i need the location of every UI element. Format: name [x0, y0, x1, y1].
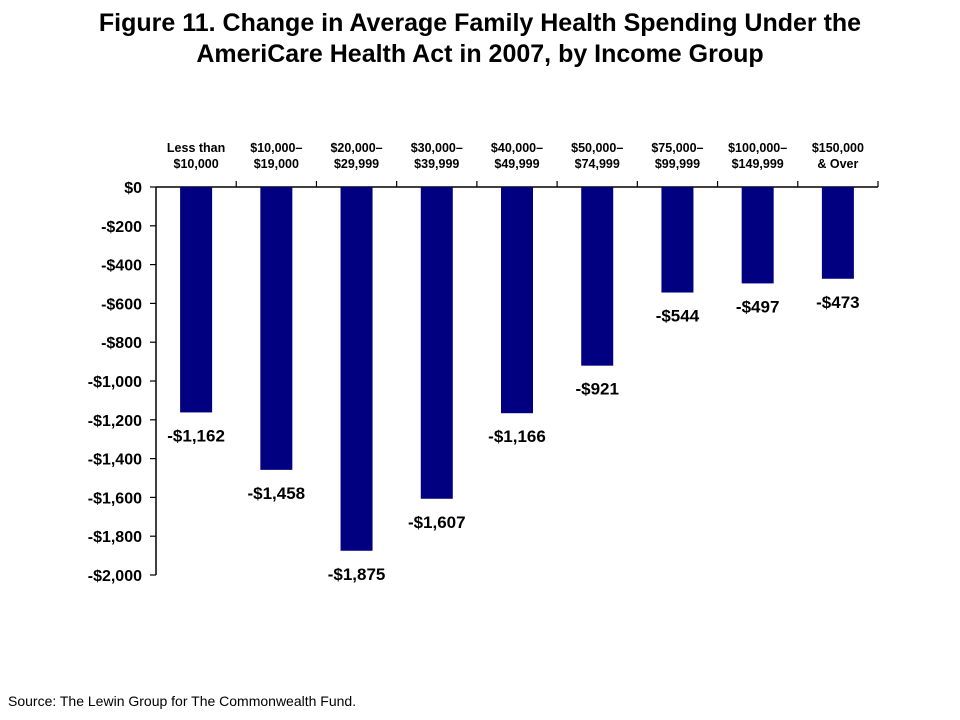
bar [260, 187, 293, 470]
category-label: Less than $10,000 [167, 141, 225, 171]
category-label: $150,000 & Over [812, 141, 864, 171]
data-label: -$497 [736, 297, 779, 316]
bar [821, 187, 854, 279]
y-tick-label: -$1,400 [88, 452, 142, 469]
category-label: $30,000– $39,999 [411, 141, 463, 171]
data-label: -$473 [816, 293, 859, 312]
data-label: -$1,875 [328, 565, 386, 584]
data-label: -$544 [656, 307, 700, 326]
data-label: -$1,166 [488, 427, 546, 446]
category-label: $100,000– $149,999 [728, 141, 787, 171]
bar [501, 187, 533, 414]
y-tick-label: -$800 [101, 335, 142, 352]
bar [581, 187, 614, 366]
category-label: $40,000– $49,999 [491, 141, 543, 171]
data-label: -$1,607 [408, 513, 466, 532]
y-tick-label: -$1,200 [88, 413, 142, 430]
category-label: $50,000– $74,999 [571, 141, 623, 171]
y-tick-label: $0 [124, 180, 142, 197]
source-note: Source: The Lewin Group for The Commonwe… [8, 693, 357, 709]
data-label: -$1,162 [167, 426, 225, 445]
data-label: -$921 [575, 380, 618, 399]
data-label: -$1,458 [247, 484, 305, 503]
bar [180, 187, 213, 413]
y-tick-label: -$2,000 [88, 568, 142, 585]
bar [741, 187, 774, 284]
y-tick-label: -$200 [101, 219, 142, 236]
bar [340, 187, 373, 551]
y-tick-label: -$1,600 [88, 490, 142, 507]
chart-title-line-1: Figure 11. Change in Average Family Heal… [98, 9, 862, 37]
chart-title-line-2: AmeriCare Health Act in 2007, by Income … [196, 40, 764, 68]
category-label: $10,000– $19,000 [250, 141, 302, 171]
y-tick-label: -$400 [101, 258, 142, 275]
y-tick-label: -$1,800 [88, 529, 142, 546]
bar [420, 187, 453, 499]
chart-title: Figure 11. Change in Average Family Heal… [0, 8, 960, 70]
category-label: $20,000– $29,999 [330, 141, 382, 171]
y-tick-label: -$600 [101, 296, 142, 313]
y-tick-label: -$1,000 [88, 374, 142, 391]
bar [661, 187, 694, 293]
category-label: $75,000– $99,999 [651, 141, 703, 171]
